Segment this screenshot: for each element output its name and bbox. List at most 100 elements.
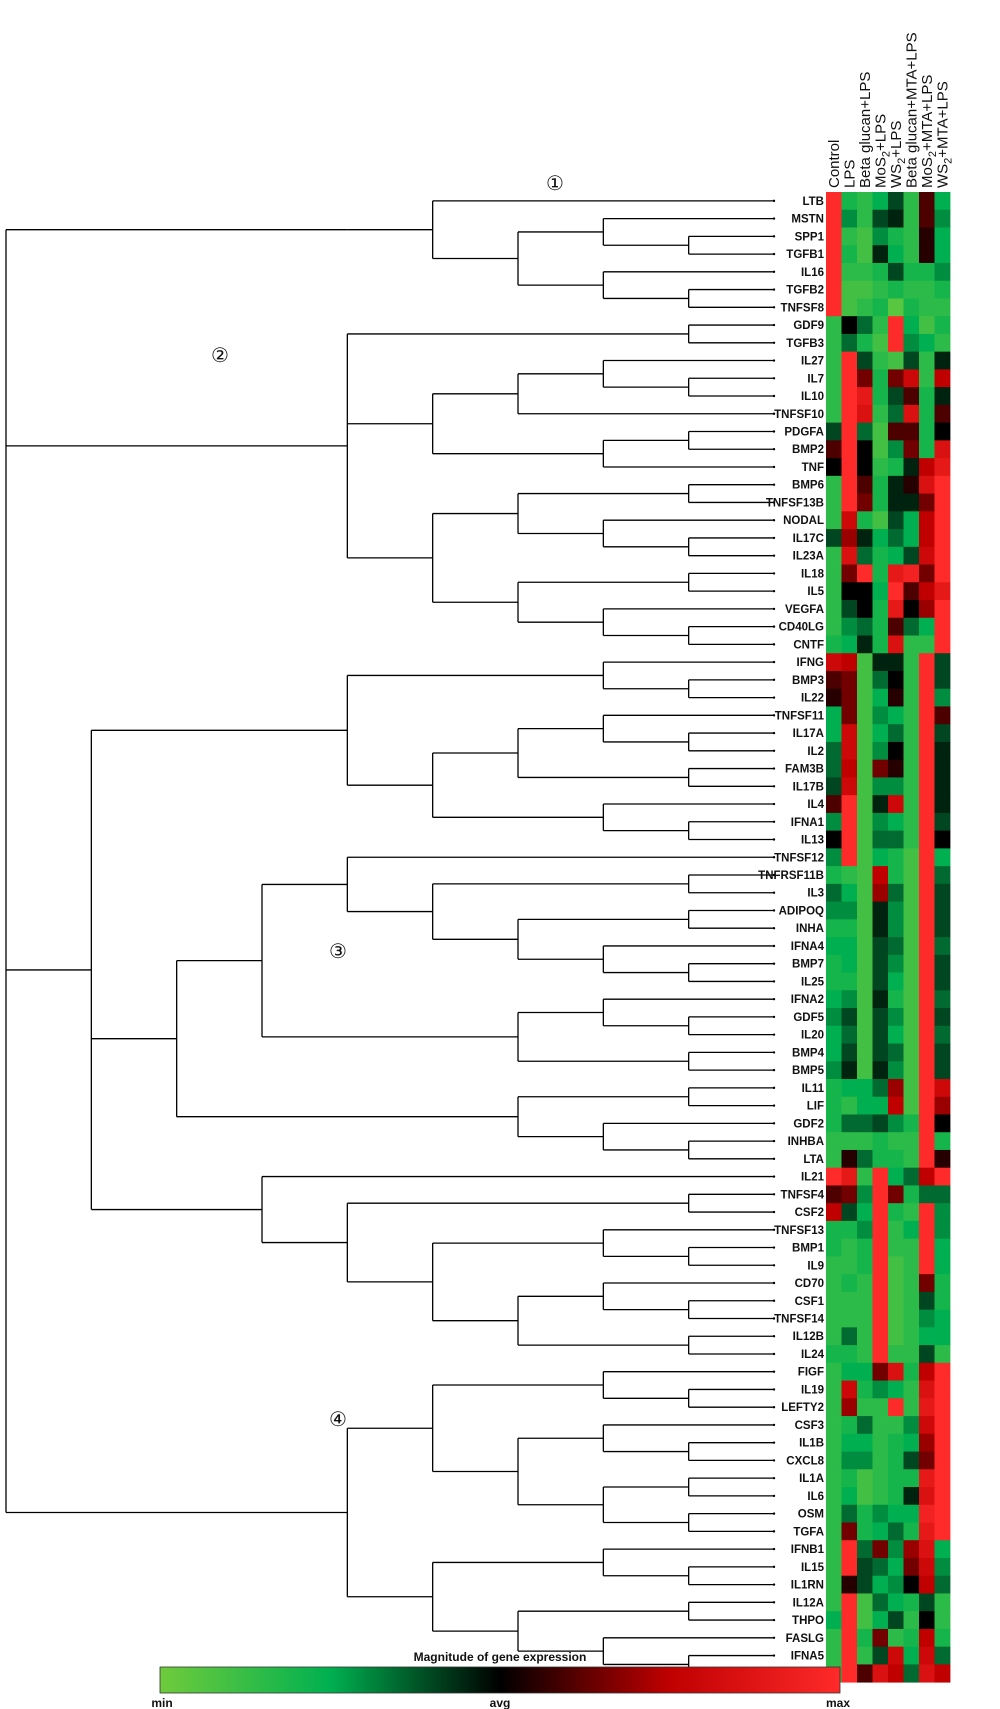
gene-label: BMP5: [792, 1065, 825, 1077]
heatmap-cell: [888, 1025, 904, 1044]
heatmap-cell: [888, 795, 904, 814]
heatmap-cell: [919, 298, 935, 317]
heatmap-cell: [857, 192, 873, 211]
heatmap-cell: [826, 582, 842, 601]
heatmap-cell: [919, 1132, 935, 1151]
heatmap-cell: [903, 883, 920, 902]
heatmap-cell: [934, 209, 951, 228]
heatmap-cell: [919, 192, 935, 211]
heatmap-cell: [872, 1664, 889, 1683]
heatmap-cell: [903, 901, 920, 920]
heatmap-cell: [872, 1557, 889, 1577]
heatmap-cell: [826, 1149, 842, 1169]
gene-label: IL6: [807, 1491, 824, 1503]
heatmap-cell: [872, 387, 889, 406]
gene-label: OSM: [798, 1509, 824, 1521]
heatmap-cell: [919, 1327, 935, 1346]
heatmap-cell: [934, 617, 951, 636]
heatmap-cell: [872, 280, 889, 299]
heatmap-cell: [919, 1238, 935, 1257]
heatmap-cell: [872, 600, 889, 619]
gene-label: IL11: [802, 1083, 825, 1095]
heatmap-cell: [903, 1185, 920, 1204]
gene-label: IL27: [801, 356, 824, 368]
heatmap-cell: [826, 1256, 842, 1275]
heatmap-cell: [841, 653, 858, 672]
heatmap-cell: [903, 1096, 920, 1115]
heatmap-cell: [872, 1309, 889, 1328]
heatmap-cell: [857, 901, 873, 920]
heatmap-cell: [857, 1203, 873, 1222]
heatmap-cell: [903, 706, 920, 725]
heatmap-cell: [841, 1132, 858, 1151]
heatmap-cell: [826, 1061, 842, 1080]
heatmap-cell: [872, 1220, 889, 1240]
heatmap-cell: [826, 688, 842, 707]
heatmap-cell: [857, 333, 873, 353]
heatmap-cell: [826, 777, 842, 796]
heatmap-cell: [888, 1362, 904, 1381]
heatmap-cell: [888, 883, 904, 902]
heatmap-cell: [826, 600, 842, 619]
heatmap-cell: [888, 1327, 904, 1346]
heatmap-cell: [841, 511, 858, 530]
heatmap-cell: [872, 1362, 889, 1381]
heatmap-cell: [934, 1664, 951, 1683]
heatmap-cell: [857, 777, 873, 796]
gene-label: ADIPOQ: [779, 905, 824, 917]
heatmap-cell: [872, 209, 889, 228]
heatmap-cell: [826, 1398, 842, 1417]
heatmap-cell: [872, 1079, 889, 1098]
heatmap-cell: [919, 1185, 935, 1204]
heatmap-cell: [826, 422, 842, 441]
heatmap-cell: [888, 670, 904, 690]
heatmap-cell: [934, 1593, 951, 1612]
heatmap-cell: [857, 1345, 873, 1364]
heatmap-cell: [888, 1220, 904, 1240]
heatmap-cell: [888, 1345, 904, 1364]
heatmap-cell: [903, 653, 920, 672]
heatmap-cell: [872, 706, 889, 725]
heatmap-cell: [826, 1416, 842, 1435]
heatmap-cell: [888, 1487, 904, 1506]
heatmap-cell: [872, 1096, 889, 1115]
heatmap-cell: [934, 1628, 951, 1648]
gene-label: GDF2: [793, 1118, 824, 1130]
heatmap-cell: [903, 1309, 920, 1328]
heatmap-cell: [826, 670, 842, 690]
heatmap-cell: [888, 1433, 904, 1452]
gene-label: FIGF: [798, 1367, 824, 1379]
heatmap-cell: [888, 564, 904, 583]
heatmap-cell: [872, 1575, 889, 1594]
gene-label: THPO: [792, 1615, 824, 1627]
heatmap-cell: [919, 1149, 935, 1169]
heatmap-cell: [857, 209, 873, 228]
heatmap-cell: [903, 1167, 920, 1186]
heatmap-cell: [888, 1593, 904, 1612]
heatmap-cell: [919, 724, 935, 743]
heatmap-cell: [872, 635, 889, 654]
heatmap-cell: [903, 1522, 920, 1541]
gene-labels: LTB MSTN SPP1 TGFB1 IL16 TGFB2 TNFSF8 GDF9 TGFB3…: [758, 196, 824, 1680]
heatmap-cell: [919, 333, 935, 353]
gene-label: TNFSF13B: [766, 497, 824, 509]
gene-label: TGFB2: [786, 285, 824, 297]
heatmap-cell: [919, 1096, 935, 1115]
heatmap-cell: [841, 706, 858, 725]
heatmap-cell: [872, 848, 889, 867]
heatmap-cell: [857, 245, 873, 264]
heatmap-cell: [826, 1522, 842, 1541]
heatmap-cell: [934, 883, 951, 902]
heatmap-cell: [934, 777, 951, 796]
gene-label: IL4: [807, 799, 824, 811]
heatmap-cell: [934, 670, 951, 690]
heatmap-cell: [903, 1664, 920, 1683]
heatmap-cell: [872, 883, 889, 902]
heatmap-cell: [919, 422, 935, 441]
heatmap-cell: [934, 440, 951, 459]
cluster-label: ③: [329, 941, 347, 963]
heatmap-cell: [919, 795, 935, 814]
heatmap-cell: [841, 1185, 858, 1204]
heatmap-cell: [826, 1557, 842, 1577]
heatmap-cell: [919, 475, 935, 494]
